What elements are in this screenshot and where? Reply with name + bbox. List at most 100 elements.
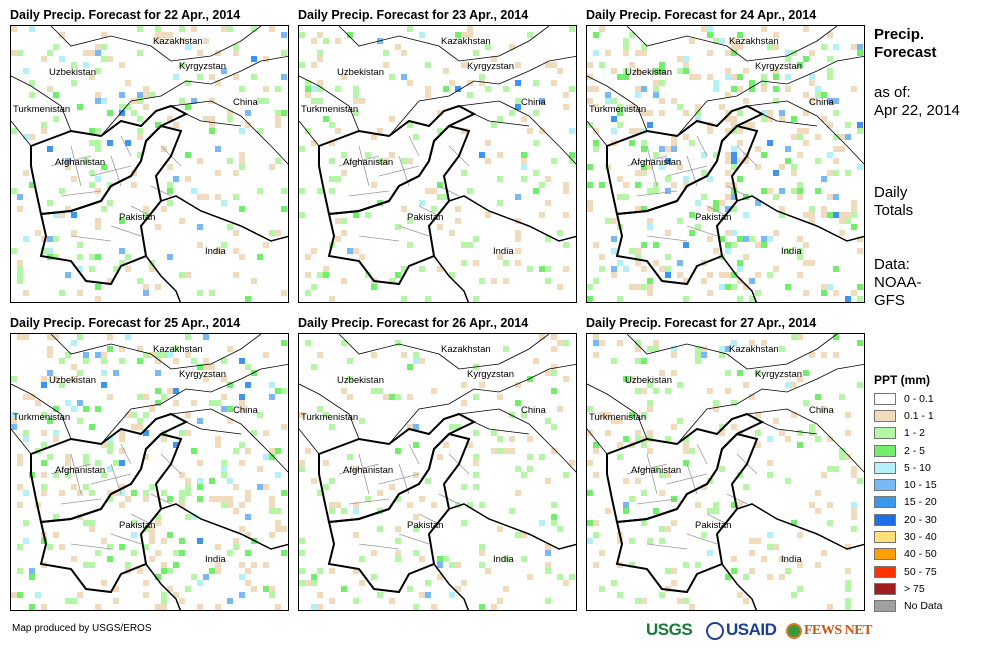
precip-cell <box>53 92 59 98</box>
precip-cell <box>743 98 749 104</box>
precip-cell <box>263 98 269 104</box>
precip-cell <box>791 592 797 598</box>
precip-cell <box>245 490 251 496</box>
precip-cell <box>659 592 665 598</box>
precip-cell <box>155 514 161 520</box>
precip-cell <box>239 394 245 400</box>
precip-cell <box>275 448 281 454</box>
precip-cell <box>587 164 593 170</box>
precip-cell <box>317 604 323 610</box>
precip-cell <box>545 550 551 556</box>
precip-cell <box>89 128 95 134</box>
legend-item: 1 - 2 <box>874 425 943 442</box>
precip-cell <box>407 424 413 430</box>
precip-cell <box>725 242 731 248</box>
precip-cell <box>407 80 413 86</box>
precip-cell <box>761 86 767 92</box>
precip-cell <box>89 50 95 56</box>
precip-cell <box>593 140 599 146</box>
precip-cell <box>245 496 251 502</box>
precip-cell <box>629 538 635 544</box>
precip-cell <box>737 44 743 50</box>
precip-cell <box>227 110 233 116</box>
precip-cell <box>827 520 833 526</box>
precip-cell <box>101 206 107 212</box>
precip-cell <box>743 158 749 164</box>
precip-cell <box>179 502 185 508</box>
precip-cell <box>71 212 77 218</box>
precip-cell <box>41 236 47 242</box>
precip-cell <box>353 502 359 508</box>
precip-cell <box>629 562 635 568</box>
precip-cell <box>539 520 545 526</box>
precip-cell <box>335 38 341 44</box>
precip-cell <box>275 86 281 92</box>
precip-cell <box>203 364 209 370</box>
precip-cell <box>659 538 665 544</box>
precip-cell <box>281 110 287 116</box>
precip-cell <box>353 110 359 116</box>
precip-cell <box>725 272 731 278</box>
map-svg <box>299 26 576 302</box>
precip-cell <box>605 50 611 56</box>
precip-cell <box>317 406 323 412</box>
precip-cell <box>809 424 815 430</box>
precip-cell <box>197 224 203 230</box>
precip-cell <box>95 406 101 412</box>
precip-cell <box>41 442 47 448</box>
precip-cell <box>41 412 47 418</box>
country-label: India <box>205 554 226 565</box>
precip-cell <box>641 242 647 248</box>
precip-cell <box>629 412 635 418</box>
precip-cell <box>245 382 251 388</box>
precip-cell <box>725 248 731 254</box>
precip-cell <box>641 490 647 496</box>
precip-cell <box>221 376 227 382</box>
precip-cell <box>617 122 623 128</box>
precip-cell <box>101 44 107 50</box>
country-label: Pakistan <box>407 520 444 531</box>
precip-cell <box>539 98 545 104</box>
panel-title: Daily Precip. Forecast for 24 Apr., 2014 <box>586 8 817 22</box>
precip-cell <box>185 490 191 496</box>
precip-cell <box>341 340 347 346</box>
legend-item: No Data <box>874 598 943 615</box>
precip-cell <box>131 182 137 188</box>
panel-title: Daily Precip. Forecast for 22 Apr., 2014 <box>10 8 241 22</box>
precip-cell <box>173 388 179 394</box>
precip-cell <box>197 604 203 610</box>
precip-cell <box>407 26 413 32</box>
precip-cell <box>107 544 113 550</box>
precip-cell <box>59 56 65 62</box>
precip-cell <box>677 164 683 170</box>
precip-cell <box>347 32 353 38</box>
precip-cell <box>137 358 143 364</box>
precip-cell <box>743 236 749 242</box>
precip-cell <box>845 134 851 140</box>
precip-cell <box>107 448 113 454</box>
precip-cell <box>461 484 467 490</box>
precip-cell <box>29 92 35 98</box>
precip-cell <box>635 340 641 346</box>
legend-item: 5 - 10 <box>874 459 943 476</box>
precip-cell <box>827 604 833 610</box>
precip-cell <box>737 86 743 92</box>
precip-cell <box>95 284 101 290</box>
precip-cell <box>641 436 647 442</box>
legend-item: 0 - 0.1 <box>874 390 943 407</box>
precip-cell <box>131 110 137 116</box>
precip-cell <box>269 508 275 514</box>
precip-cell <box>401 296 407 302</box>
precip-cell <box>29 568 35 574</box>
precip-cell <box>137 134 143 140</box>
precip-cell <box>845 412 851 418</box>
precip-cell <box>395 224 401 230</box>
precip-cell <box>353 86 359 92</box>
precip-cell <box>413 526 419 532</box>
precip-cell <box>377 592 383 598</box>
precip-cell <box>107 140 113 146</box>
precip-cell <box>635 254 641 260</box>
precip-cell <box>731 206 737 212</box>
precip-cell <box>647 284 653 290</box>
precip-cell <box>479 278 485 284</box>
